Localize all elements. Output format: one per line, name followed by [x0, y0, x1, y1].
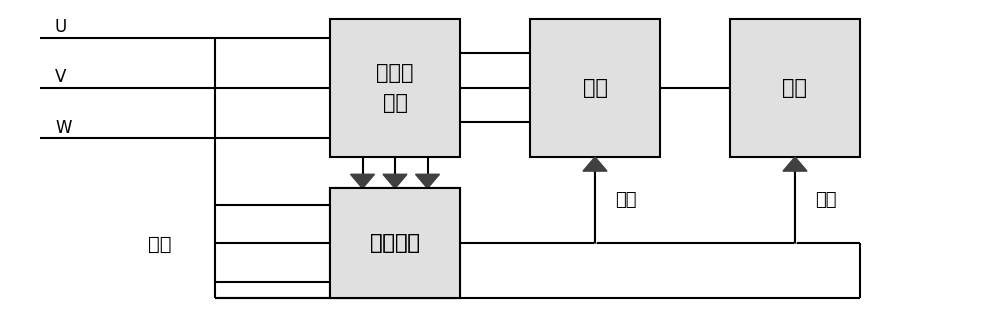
Bar: [730, 19, 860, 157]
Text: U: U: [55, 18, 67, 36]
Polygon shape: [383, 174, 407, 188]
Text: W: W: [55, 119, 72, 137]
Polygon shape: [783, 157, 807, 171]
Bar: [330, 19, 460, 157]
Polygon shape: [351, 174, 375, 188]
Polygon shape: [416, 174, 440, 188]
Polygon shape: [583, 157, 607, 171]
Text: 保护及
切换: 保护及 切换: [376, 63, 414, 113]
Text: V: V: [55, 68, 66, 86]
Text: 控制: 控制: [615, 191, 637, 209]
Text: 负载: 负载: [782, 78, 807, 98]
Bar: [530, 19, 660, 157]
Text: 控制: 控制: [815, 191, 836, 209]
Text: 供电: 供电: [148, 236, 172, 254]
Bar: [330, 188, 460, 298]
Text: 缺相检测: 缺相检测: [370, 233, 420, 253]
Bar: [330, 188, 460, 298]
Text: 缺相检测: 缺相检测: [370, 233, 420, 253]
Text: 整流: 整流: [582, 78, 608, 98]
